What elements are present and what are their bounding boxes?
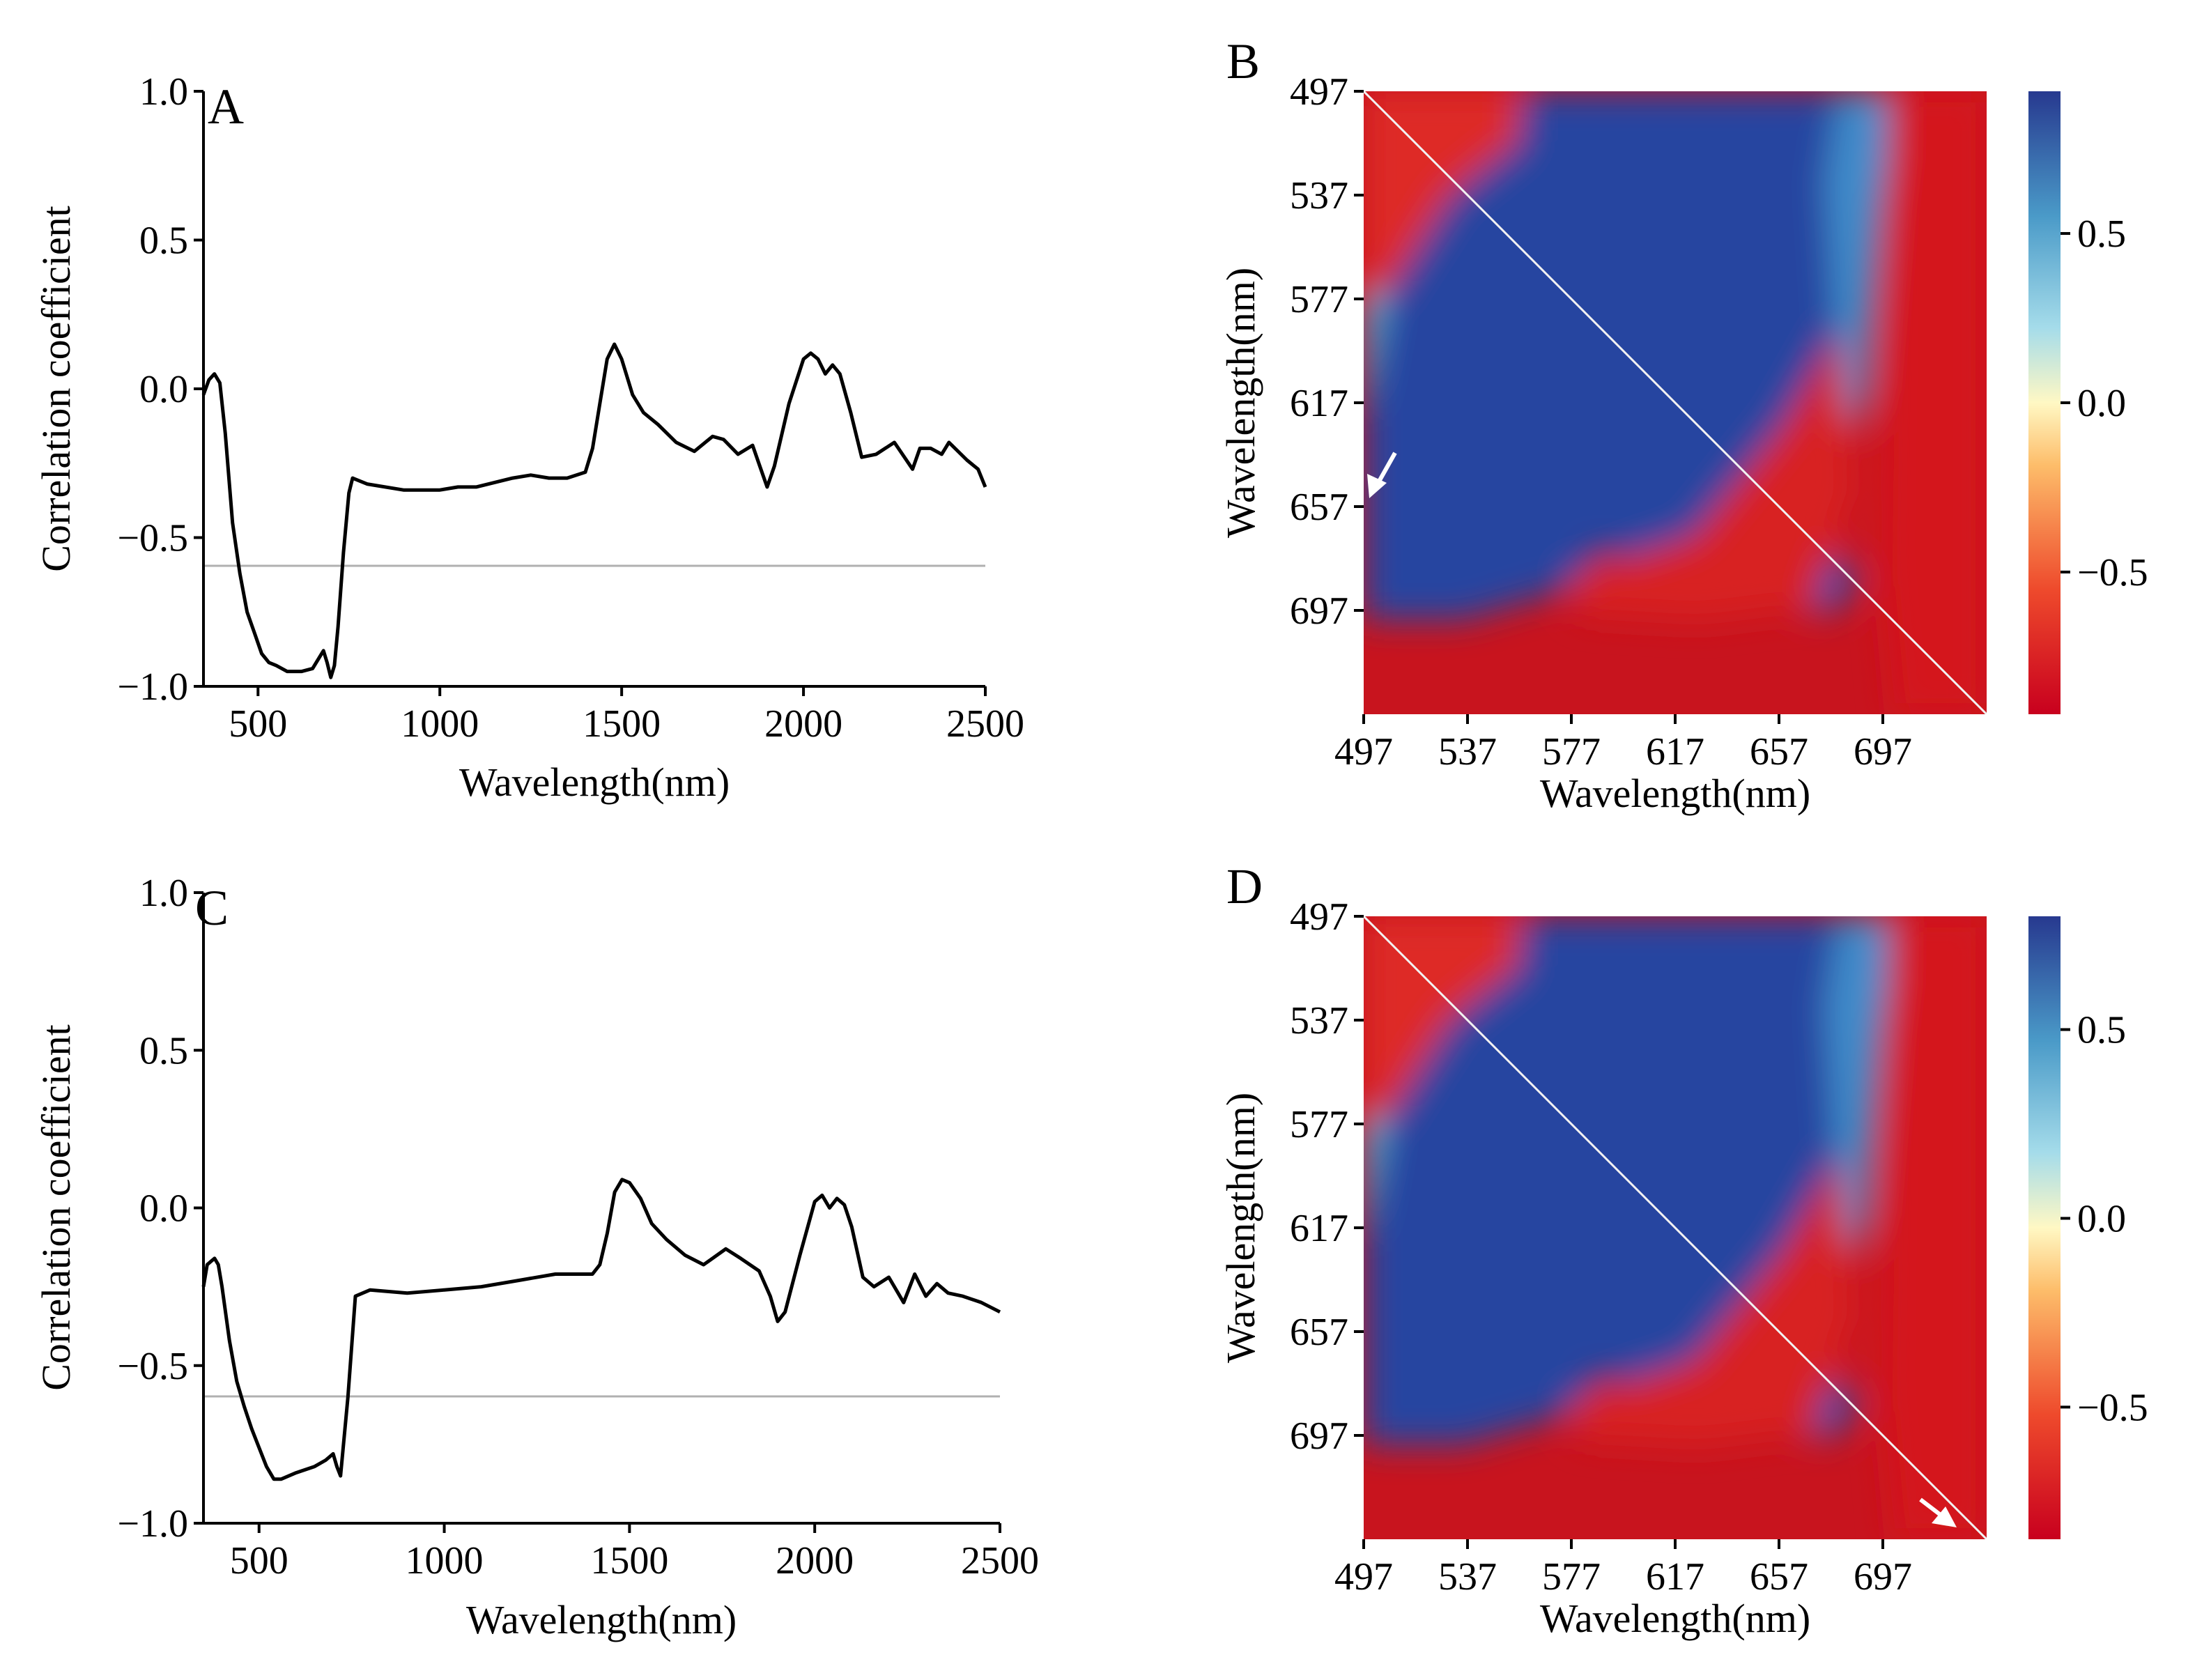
- panel-b-colorbar: [2028, 91, 2061, 714]
- panel-c-x-ticks: 500 1000 1500 2000 2500: [230, 1523, 1039, 1582]
- panel-a-xlabel: Wavelength(nm): [459, 760, 730, 805]
- panel-a-ylabel: Correlation coefficient: [33, 206, 79, 572]
- panel-c-y-ticks: 1.0 0.5 0.0 −0.5 −1.0: [117, 872, 203, 1546]
- panel-c-ytick-label: 0.5: [139, 1029, 188, 1072]
- panel-d-ytick-label: 537: [1290, 999, 1348, 1042]
- panel-a-xtick-label: 500: [229, 702, 287, 746]
- panel-c-xtick-label: 1500: [590, 1539, 668, 1582]
- panel-c-ytick-label: 0.0: [139, 1187, 188, 1231]
- panel-b-heatmap: [1364, 91, 1987, 714]
- panel-c-xtick-label: 2500: [961, 1539, 1039, 1582]
- panel-b-xtick-label: 697: [1854, 730, 1912, 773]
- panel-b-xtick-label: 657: [1750, 730, 1808, 773]
- panel-d-y-ticks: 497 537 577 617 657 697: [1290, 895, 1364, 1458]
- panel-d-xtick-label: 617: [1646, 1555, 1704, 1598]
- panel-d-arrow: [1919, 1497, 1957, 1527]
- panel-a-x-ticks: 500 1000 1500 2000 2500: [229, 686, 1024, 746]
- panel-c-letter: C: [195, 880, 229, 936]
- panel-b-ylabel: Wavelength(nm): [1218, 268, 1263, 538]
- panel-a-letter: A: [208, 79, 244, 134]
- panel-d-ytick-label: 577: [1290, 1103, 1348, 1146]
- panel-d-xtick-label: 537: [1438, 1555, 1497, 1598]
- panel-b-ytick-label: 577: [1290, 278, 1348, 321]
- panel-b-arrow: [1367, 452, 1397, 498]
- panel-c-xtick-label: 500: [230, 1539, 288, 1582]
- panel-d-ylabel: Wavelength(nm): [1218, 1093, 1263, 1363]
- panel-b-colorbar-tick-label: 0.0: [2077, 382, 2126, 425]
- panel-c-ytick-label: 1.0: [139, 872, 188, 915]
- panel-d-colorbar-tick-label: −0.5: [2077, 1386, 2148, 1429]
- panel-d-ytick-label: 657: [1290, 1311, 1348, 1354]
- panel-b-ytick-label: 497: [1290, 70, 1348, 114]
- panel-b-diagonal: [1364, 91, 1987, 714]
- panel-a-y-ticks: 1.0 0.5 0.0 −0.5 −1.0: [117, 70, 203, 709]
- panel-b-x-ticks: 497 537 577 617 657 697: [1334, 714, 1912, 773]
- panel-d-xtick-label: 577: [1542, 1555, 1601, 1598]
- panel-d-xtick-label: 697: [1854, 1555, 1912, 1598]
- panel-b-xtick-label: 617: [1646, 730, 1704, 773]
- panel-d-xtick-label: 497: [1334, 1555, 1393, 1598]
- panel-d-colorbar-tick-label: 0.0: [2077, 1197, 2126, 1240]
- panel-c-ytick-label: −1.0: [117, 1502, 188, 1546]
- panel-a-ytick-label: 1.0: [139, 70, 188, 114]
- panel-c-xtick-label: 2000: [776, 1539, 854, 1582]
- panel-b: 497 537 577 617 657 697 497 537 577 617 657 697 0.…: [1218, 33, 2148, 816]
- panel-b-xtick-label: 577: [1542, 730, 1601, 773]
- panel-a-xtick-label: 1500: [583, 702, 661, 746]
- panel-b-xtick-label: 537: [1438, 730, 1497, 773]
- panel-d-ytick-label: 697: [1290, 1415, 1348, 1458]
- panel-b-ytick-label: 697: [1290, 589, 1348, 633]
- panel-d-xtick-label: 657: [1750, 1555, 1808, 1598]
- panel-b-ytick-label: 657: [1290, 486, 1348, 529]
- panel-b-y-ticks: 497 537 577 617 657 697: [1290, 70, 1364, 633]
- panel-c-xtick-label: 1000: [406, 1539, 484, 1582]
- panel-c-ytick-label: −0.5: [117, 1345, 188, 1388]
- panel-a-xtick-label: 1000: [401, 702, 479, 746]
- panel-a-ytick-label: 0.0: [139, 368, 188, 411]
- panel-a-xtick-label: 2000: [764, 702, 842, 746]
- panel-b-letter: B: [1226, 33, 1260, 89]
- panel-c: 1.00.50.0−0.5−1.0 500 1000 1500 2000 2500 C …: [33, 872, 1039, 1642]
- panel-d-x-ticks: 497 537 577 617 657 697: [1334, 1539, 1912, 1598]
- panel-c-ylabel: Correlation coefficient: [33, 1024, 79, 1391]
- panel-d-ytick-label: 617: [1290, 1207, 1348, 1250]
- panel-d-ytick-label: 497: [1290, 895, 1348, 939]
- panel-a-series-line: [201, 342, 987, 679]
- panel-d-colorbar-ticks: 0.5 0.0 −0.5: [2061, 1009, 2148, 1429]
- panel-a: 1.00.50.0−0.5−1.0 500 1000 1500 2000 2500 A …: [33, 70, 1024, 805]
- panel-a-ytick-label: 0.5: [139, 219, 188, 263]
- panel-b-ytick-label: 617: [1290, 382, 1348, 425]
- panel-b-colorbar-tick-label: −0.5: [2077, 551, 2148, 594]
- panel-c-xlabel: Wavelength(nm): [466, 1597, 737, 1642]
- panel-d-diagonal: [1364, 916, 1987, 1539]
- panel-a-ytick-label: −0.5: [117, 517, 188, 560]
- panel-d-colorbar-tick-label: 0.5: [2077, 1009, 2126, 1052]
- panel-a-ytick-label: −1.0: [117, 665, 188, 709]
- panel-b-colorbar-tick-label: 0.5: [2077, 213, 2126, 256]
- panel-b-colorbar-ticks: 0.5 0.0 −0.5: [2061, 213, 2148, 594]
- panel-d-letter: D: [1226, 858, 1263, 914]
- panel-b-xtick-label: 497: [1334, 730, 1393, 773]
- panel-d-xlabel: Wavelength(nm): [1540, 1596, 1810, 1641]
- panel-c-series-line: [201, 1178, 1001, 1481]
- panel-b-xlabel: Wavelength(nm): [1540, 771, 1810, 816]
- panel-d: 497 537 577 617 657 697 497 537 577 617 657 697 0.…: [1218, 858, 2148, 1641]
- panel-d-heatmap: [1364, 916, 1987, 1539]
- panel-d-colorbar: [2028, 916, 2061, 1539]
- panel-b-ytick-label: 537: [1290, 174, 1348, 217]
- panel-a-xtick-label: 2500: [946, 702, 1024, 746]
